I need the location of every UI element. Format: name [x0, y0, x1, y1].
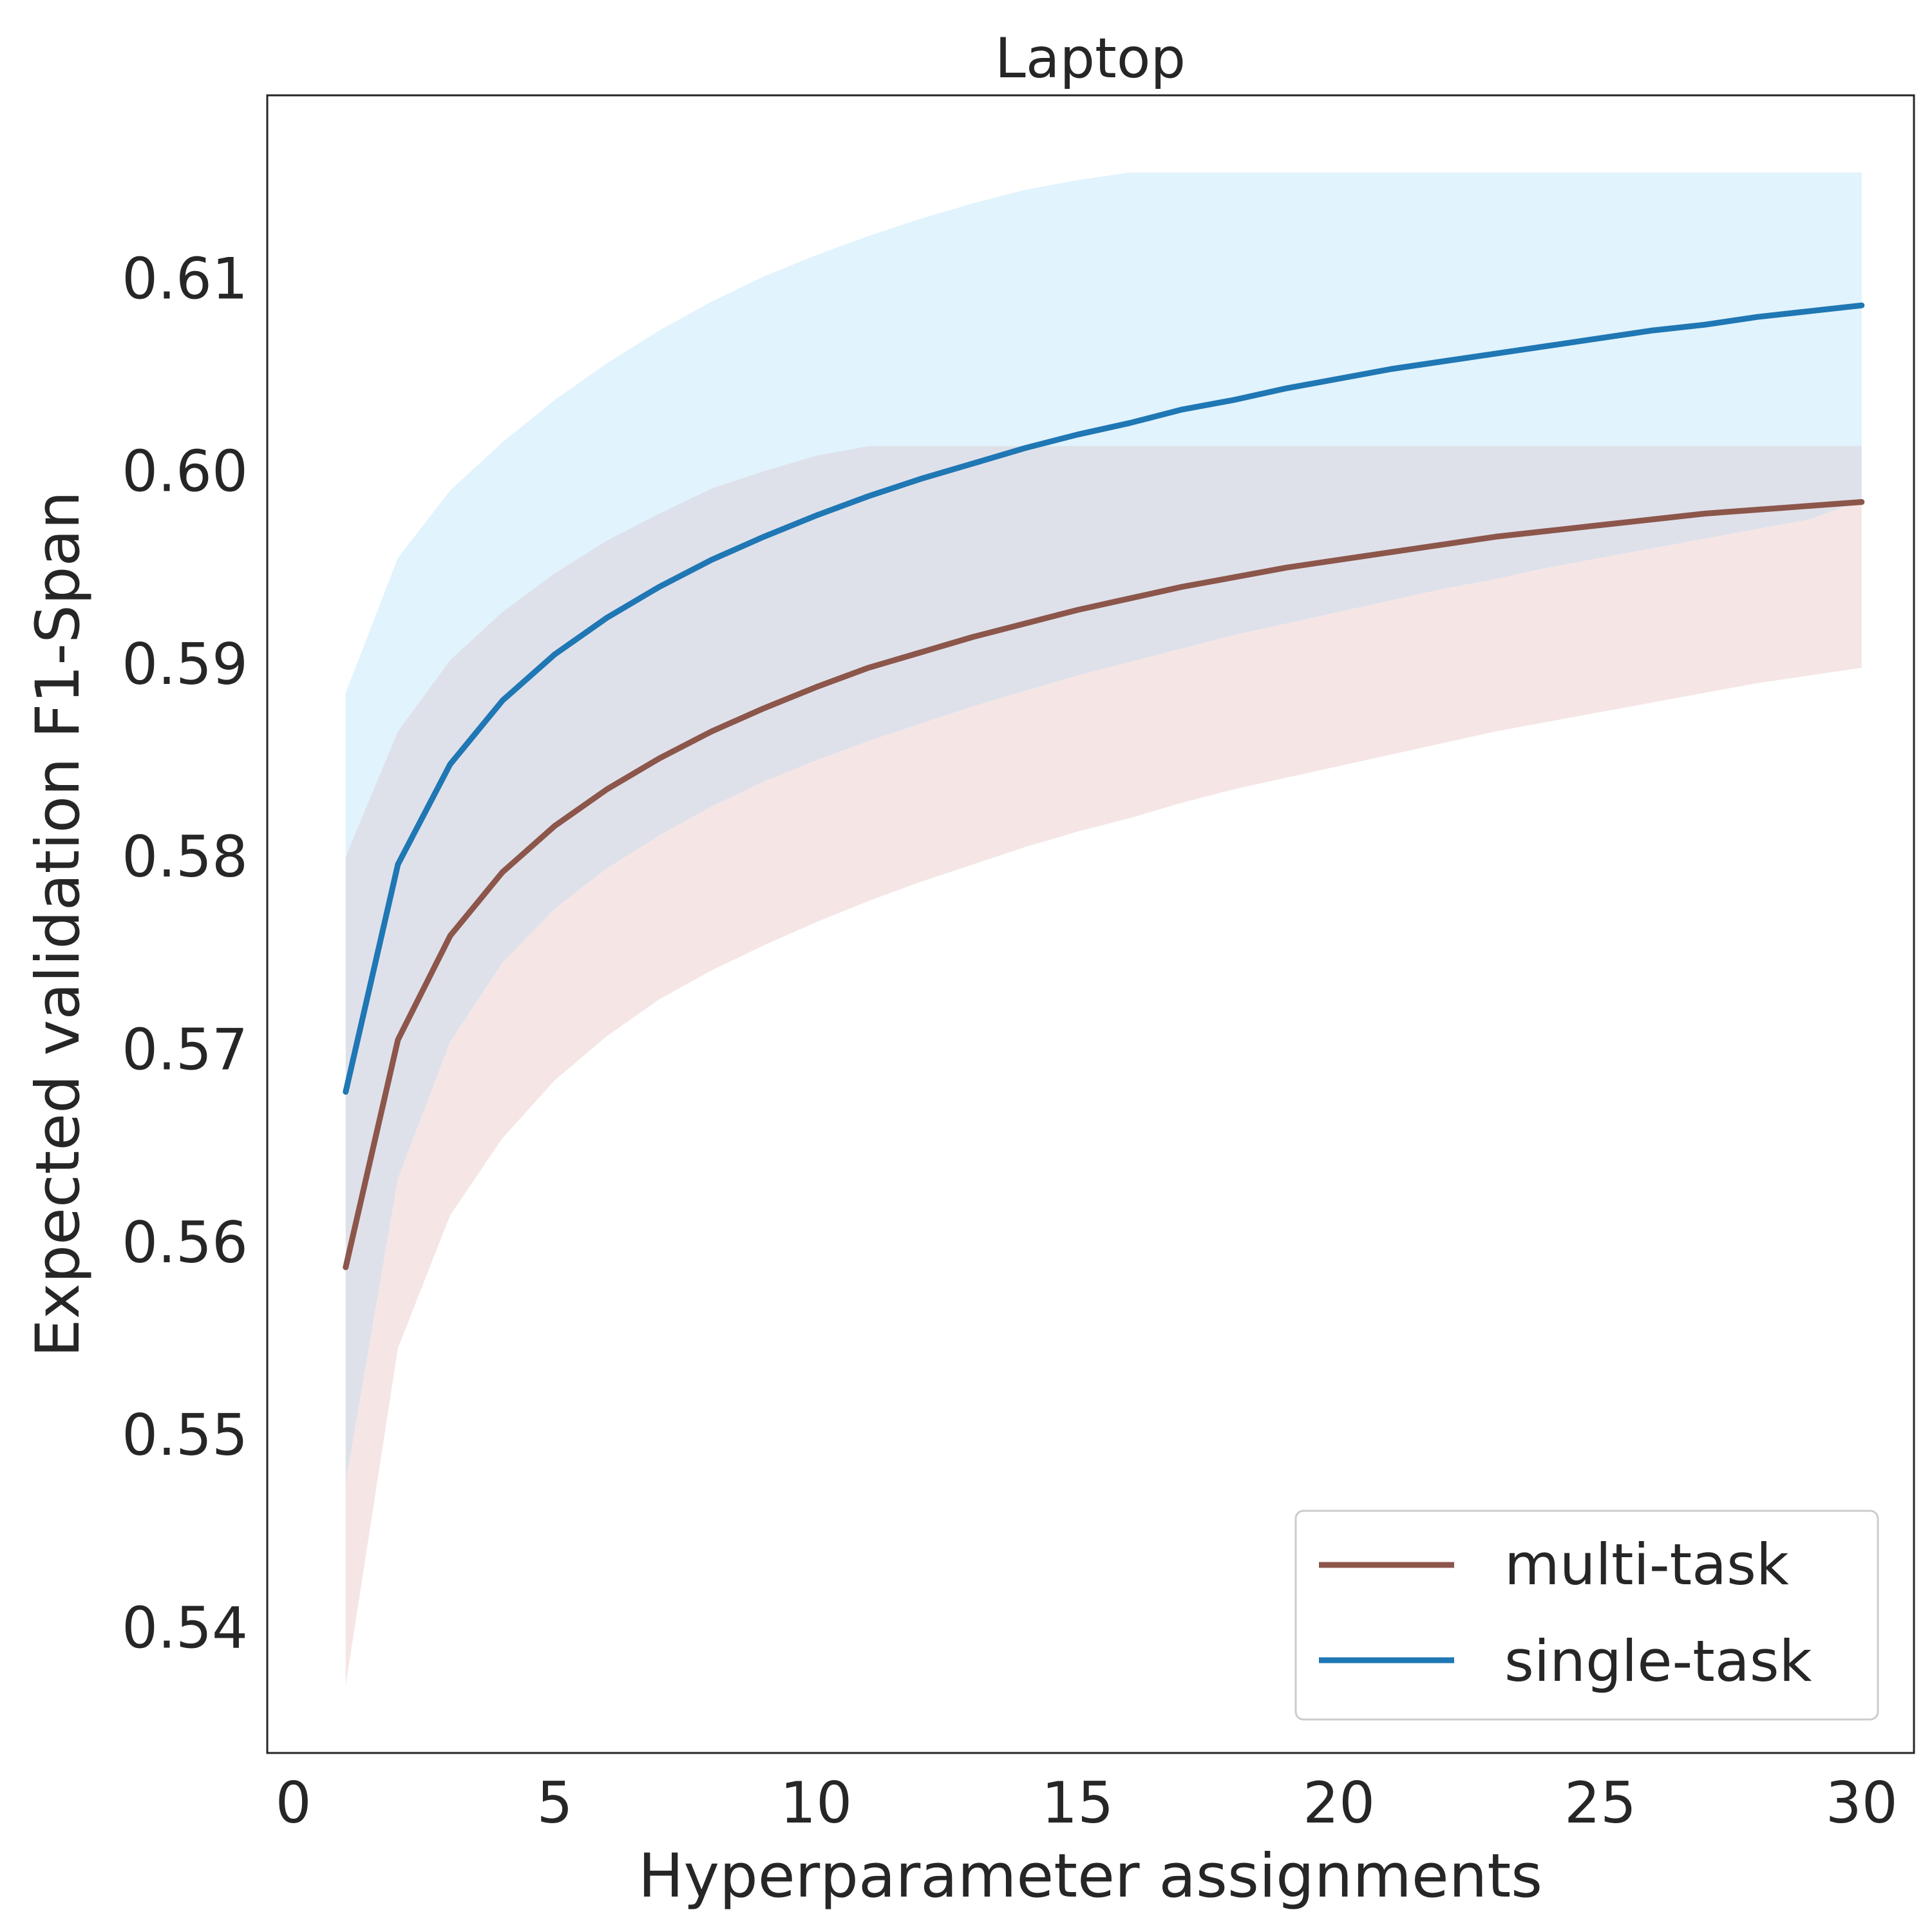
band-overlap — [345, 446, 1862, 1484]
y-axis-ticks: 0.54 0.55 0.56 0.57 0.58 0.59 0.60 0.61 — [122, 245, 248, 1661]
chart-title: Laptop — [995, 26, 1186, 91]
x-tick-label: 30 — [1826, 1770, 1898, 1836]
y-tick-label: 0.55 — [122, 1402, 248, 1468]
legend-label-single-task: single-task — [1504, 1628, 1812, 1694]
y-tick-label: 0.58 — [122, 824, 248, 890]
x-axis-title: Hyperparameter assignments — [638, 1841, 1542, 1911]
y-tick-label: 0.60 — [122, 439, 248, 505]
band-multi-task — [345, 500, 1862, 1686]
x-tick-label: 20 — [1303, 1770, 1375, 1836]
line-single-task — [343, 302, 1865, 1095]
line-multi-task — [343, 499, 1865, 1271]
confidence-bands — [345, 172, 1862, 1686]
y-tick-label: 0.56 — [122, 1209, 248, 1276]
y-tick-label: 0.54 — [122, 1595, 248, 1662]
x-tick-label: 25 — [1564, 1770, 1636, 1836]
plot-area-frame — [266, 94, 1915, 1754]
x-tick-label: 15 — [1041, 1770, 1113, 1836]
y-tick-label: 0.59 — [122, 631, 248, 697]
y-tick-label: 0.61 — [122, 245, 248, 312]
x-tick-label: 0 — [276, 1770, 312, 1836]
x-tick-label: 5 — [537, 1770, 573, 1836]
x-axis-ticks: 0 5 10 15 20 25 30 — [276, 1770, 1898, 1836]
series-lines — [343, 302, 1865, 1271]
x-tick-label: 10 — [780, 1770, 852, 1836]
legend: multi-task single-task — [1294, 1510, 1879, 1721]
y-axis-title: Expected validation F1-Span — [23, 491, 93, 1357]
legend-label-multi-task: multi-task — [1504, 1531, 1789, 1598]
y-tick-label: 0.57 — [122, 1017, 248, 1083]
